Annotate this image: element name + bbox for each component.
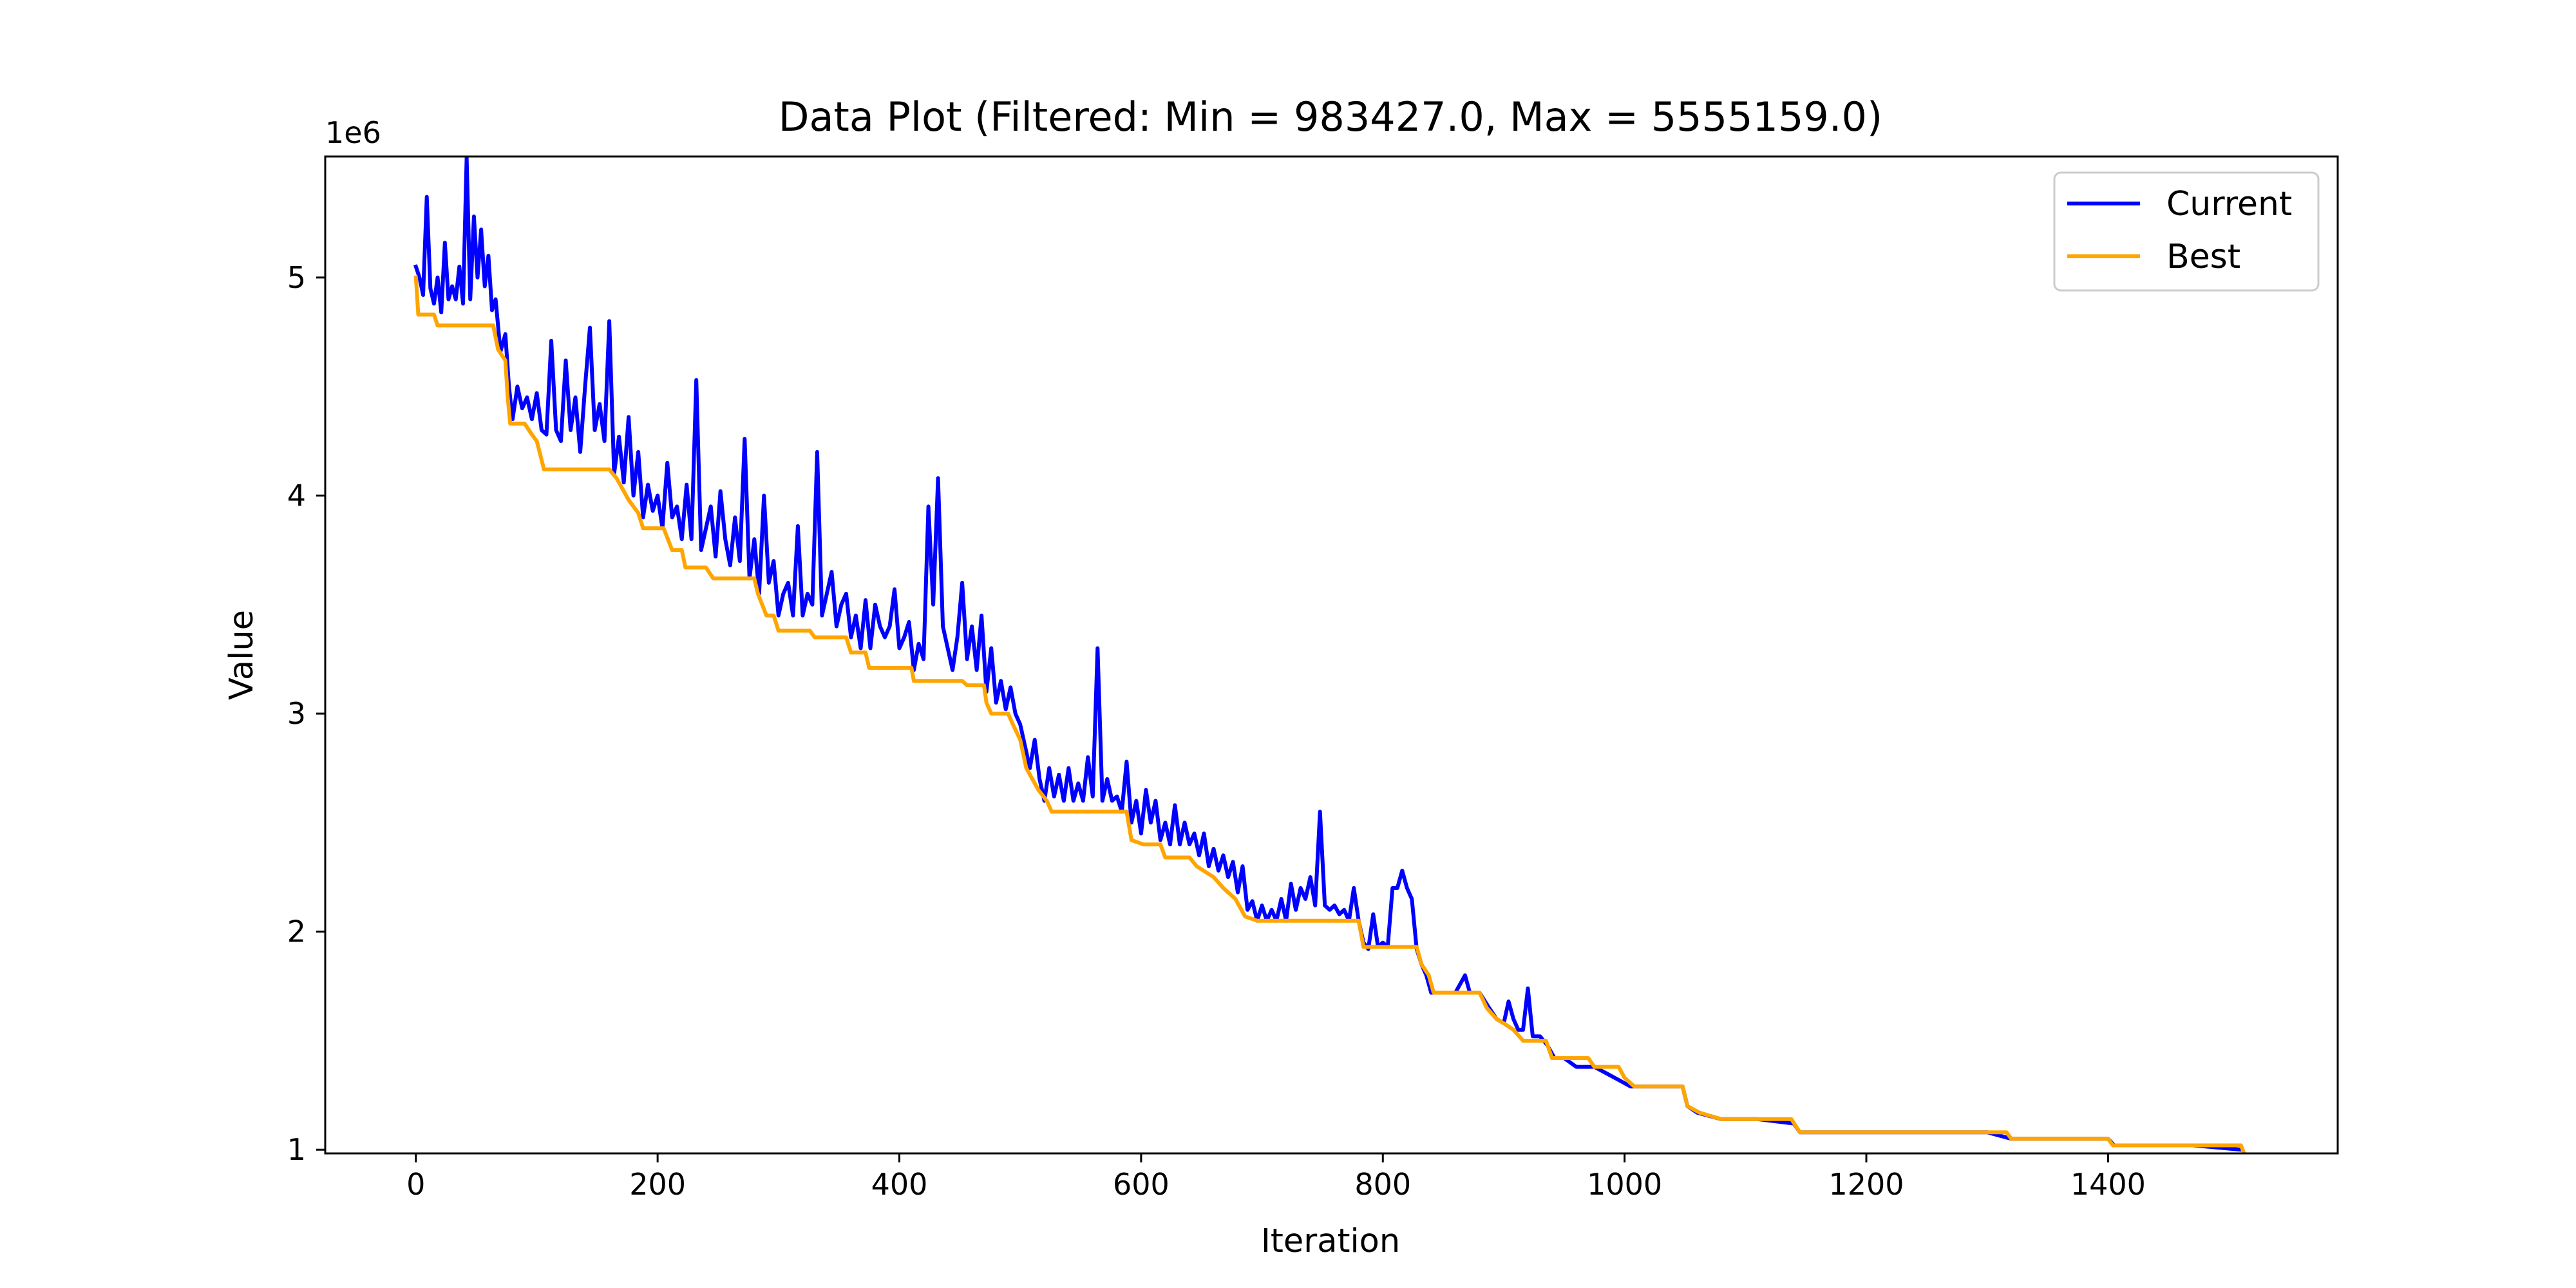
x-tick-label: 800 (1354, 1167, 1411, 1202)
legend: Current Best (2053, 171, 2320, 292)
legend-label-current: Current (2166, 185, 2292, 223)
x-tick-label: 200 (629, 1167, 686, 1202)
plot-frame (324, 155, 2339, 1155)
y-tick-label: 2 (287, 914, 306, 949)
chart-title: Data Plot (Filtered: Min = 983427.0, Max… (779, 93, 1882, 140)
legend-label-best: Best (2166, 238, 2240, 276)
y-tick-label: 5 (287, 260, 306, 295)
series-line-current (413, 155, 2244, 1152)
x-tick-label: 1400 (2070, 1167, 2146, 1202)
y-axis-ticks: 1 2 3 4 5 (287, 260, 325, 1167)
x-tick-label: 1000 (1587, 1167, 1662, 1202)
x-tick-label: 0 (406, 1167, 425, 1202)
x-tick-label: 1200 (1828, 1167, 1904, 1202)
y-offset-text: 1e6 (325, 115, 381, 150)
y-axis-label: Value (223, 610, 261, 700)
x-tick-label: 600 (1113, 1167, 1170, 1202)
x-axis-label: Iteration (1261, 1222, 1400, 1260)
y-tick-label: 1 (287, 1132, 306, 1167)
x-tick-label: 400 (871, 1167, 928, 1202)
series-line-best (413, 275, 2246, 1155)
x-axis-ticks: 0 200 400 600 800 1000 1200 1400 (406, 1153, 2146, 1202)
y-tick-label: 3 (287, 696, 306, 731)
y-tick-label: 4 (287, 478, 306, 513)
series-layer (413, 155, 2246, 1155)
